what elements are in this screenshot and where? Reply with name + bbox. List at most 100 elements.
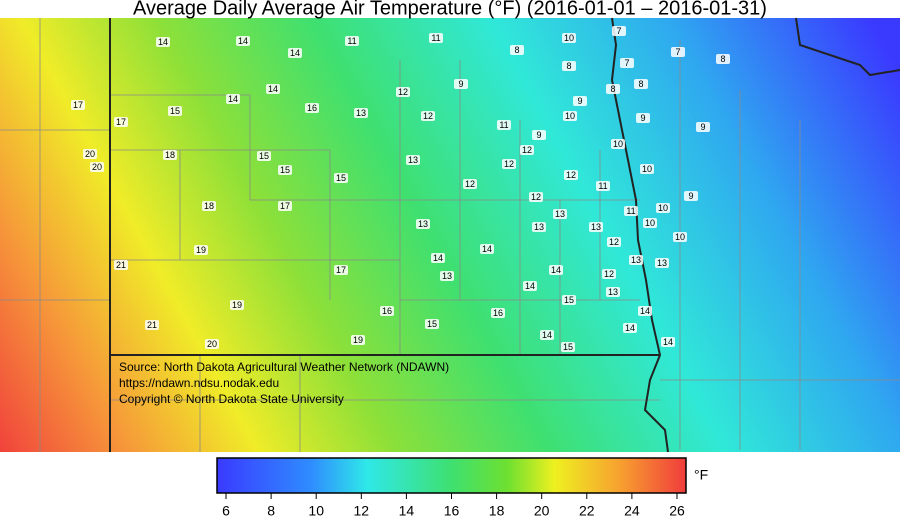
station-value: 11 (598, 181, 607, 191)
station-value: 13 (657, 258, 667, 268)
station-box (114, 260, 128, 270)
station-value: 9 (700, 122, 705, 132)
station-value: 8 (720, 54, 725, 64)
station-box (671, 47, 685, 57)
station-box (202, 201, 216, 211)
station-value: 12 (423, 111, 433, 121)
station-box (421, 111, 435, 121)
station-value: 20 (85, 149, 95, 159)
station-value: 19 (353, 335, 363, 345)
station-value: 11 (347, 36, 356, 46)
station-value: 14 (542, 330, 552, 340)
station-box (620, 58, 634, 68)
colorbar-tick-label: 16 (444, 503, 460, 519)
colorbar-tick-label: 10 (308, 503, 324, 519)
station-box (611, 139, 625, 149)
source-url: https://ndawn.ndsu.nodak.edu (119, 376, 279, 390)
station-box (602, 269, 616, 279)
station-box (532, 222, 546, 232)
colorbar-tick-label: 24 (624, 503, 640, 519)
station-box (606, 287, 620, 297)
station-box (431, 253, 445, 263)
station-value: 10 (564, 33, 574, 43)
station-value: 15 (427, 319, 437, 329)
colorbar-unit: °F (694, 467, 708, 483)
station-box (334, 265, 348, 275)
station-box (502, 159, 516, 169)
station-box (156, 37, 170, 47)
station-value: 13 (408, 155, 418, 165)
station-value: 8 (566, 61, 571, 71)
station-value: 14 (525, 281, 535, 291)
station-box (257, 151, 271, 161)
station-box (624, 206, 638, 216)
station-value: 8 (638, 79, 643, 89)
station-value: 9 (577, 96, 582, 106)
colorbar-tick-label: 26 (669, 503, 685, 519)
station-value: 13 (631, 255, 641, 265)
station-box (623, 323, 637, 333)
station-value: 13 (418, 219, 428, 229)
station-value: 14 (663, 337, 673, 347)
station-value: 19 (232, 300, 242, 310)
station-value: 14 (640, 306, 650, 316)
station-box (266, 84, 280, 94)
station-box (497, 120, 511, 130)
station-box (564, 170, 578, 180)
station-box (673, 232, 687, 242)
station-value: 10 (658, 203, 668, 213)
station-value: 21 (147, 320, 157, 330)
station-value: 13 (356, 108, 366, 118)
station-box (549, 265, 563, 275)
station-box (205, 339, 219, 349)
station-value: 15 (170, 106, 180, 116)
station-value: 14 (551, 265, 561, 275)
station-value: 14 (238, 36, 248, 46)
station-value: 12 (566, 170, 576, 180)
station-box (463, 179, 477, 189)
station-box (145, 320, 159, 330)
station-box (168, 106, 182, 116)
station-value: 17 (336, 265, 346, 275)
station-value: 11 (431, 33, 440, 43)
station-box (406, 155, 420, 165)
station-value: 10 (613, 139, 623, 149)
map-title: Average Daily Average Air Temperature (°… (133, 0, 767, 19)
colorbar-tick-label: 8 (267, 503, 275, 519)
station-value: 16 (382, 306, 392, 316)
station-box (596, 181, 610, 191)
station-box (510, 45, 524, 55)
station-value: 8 (514, 45, 519, 55)
station-box (71, 100, 85, 110)
station-value: 15 (259, 151, 269, 161)
station-value: 21 (116, 260, 126, 270)
station-value: 14 (433, 253, 443, 263)
station-box (396, 87, 410, 97)
station-value: 15 (563, 342, 573, 352)
station-box (656, 203, 670, 213)
station-value: 14 (268, 84, 278, 94)
station-box (354, 108, 368, 118)
station-value: 12 (504, 159, 514, 169)
colorbar-tick-label: 22 (579, 503, 595, 519)
station-box (562, 33, 576, 43)
station-value: 7 (675, 47, 680, 57)
station-box (655, 258, 669, 268)
station-box (345, 36, 359, 46)
station-box (532, 130, 546, 140)
station-value: 7 (624, 58, 629, 68)
station-box (523, 281, 537, 291)
station-value: 19 (196, 245, 206, 255)
station-box (230, 300, 244, 310)
station-box (278, 201, 292, 211)
station-value: 17 (280, 201, 290, 211)
station-box (643, 218, 657, 228)
station-box (334, 173, 348, 183)
station-value: 14 (158, 37, 168, 47)
colorbar (216, 457, 687, 494)
station-box (638, 306, 652, 316)
station-value: 15 (336, 173, 346, 183)
station-value: 12 (398, 87, 408, 97)
station-value: 18 (165, 150, 175, 160)
